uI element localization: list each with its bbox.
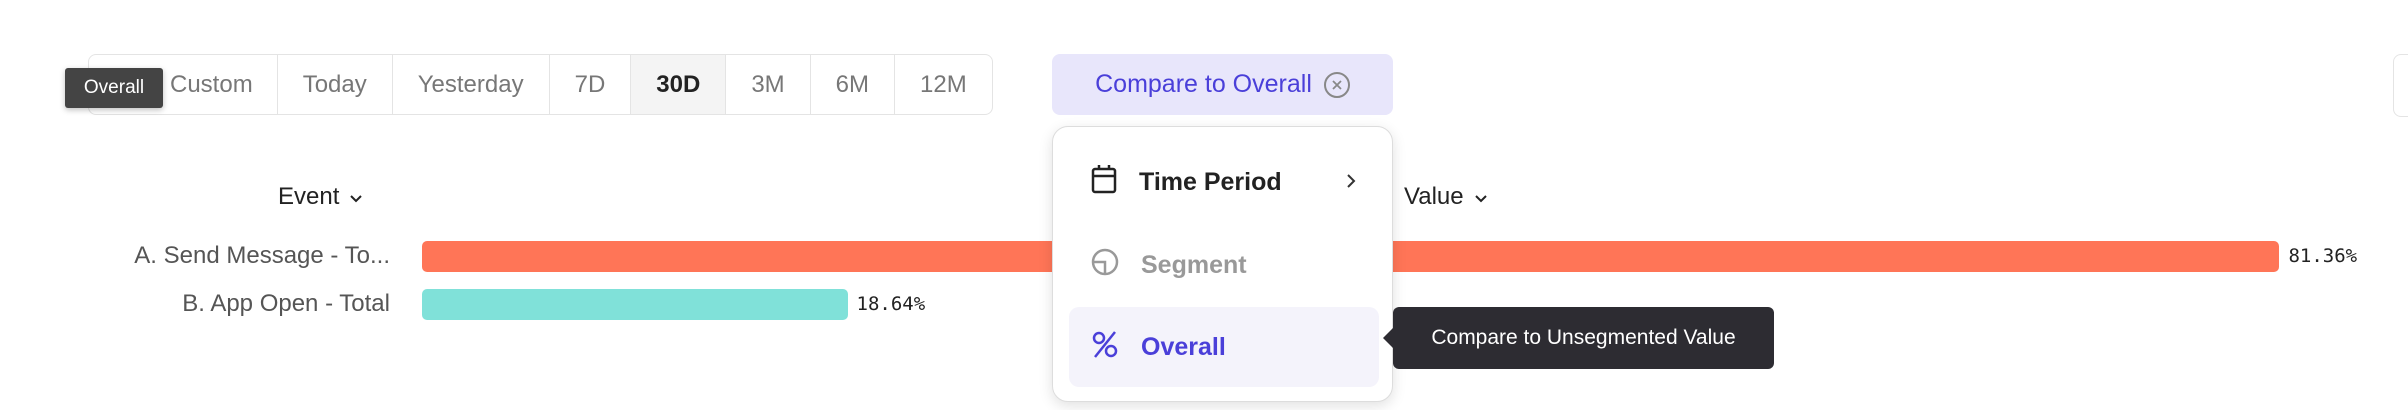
bar-app-open[interactable] — [422, 289, 848, 320]
date-option-6m[interactable]: 6M — [811, 55, 895, 114]
menu-item-overall[interactable]: Overall — [1069, 307, 1379, 387]
date-option-today[interactable]: Today — [278, 55, 393, 114]
bar-value-label: 18.64% — [856, 293, 926, 315]
toolbar-button-partial[interactable] — [2393, 54, 2408, 117]
value-column-header[interactable]: Value — [1404, 183, 1488, 211]
date-option-30d[interactable]: 30D — [631, 55, 727, 114]
percent-icon — [1091, 329, 1119, 366]
bar-value-label: 81.36% — [2288, 245, 2358, 267]
menu-item-segment: Segment — [1069, 225, 1379, 305]
compare-menu: Time Period Segment Overall — [1052, 126, 1393, 402]
date-range-control: Custom Today Yesterday 7D 30D 3M 6M 12M — [88, 54, 993, 115]
date-option-yesterday[interactable]: Yesterday — [393, 55, 550, 114]
menu-item-time-period[interactable]: Time Period — [1069, 142, 1379, 222]
overall-tooltip: Overall — [65, 68, 163, 108]
date-option-12m[interactable]: 12M — [920, 70, 967, 98]
segment-pie-icon — [1091, 247, 1119, 284]
date-option-custom[interactable]: Custom — [89, 55, 278, 114]
row-label: B. App Open - Total — [182, 290, 390, 317]
compare-to-overall-button[interactable]: Compare to Overall — [1052, 54, 1393, 115]
overall-description-tooltip: Compare to Unsegmented Value — [1383, 307, 1774, 369]
calendar-icon — [1091, 164, 1117, 201]
row-label: A. Send Message - To... — [134, 242, 390, 269]
event-column-header[interactable]: Event — [278, 183, 363, 211]
chevron-right-icon — [1345, 166, 1357, 203]
chevron-down-icon — [1474, 183, 1488, 211]
compare-label: Compare to Overall — [1095, 70, 1312, 98]
date-option-3m[interactable]: 3M — [726, 55, 811, 114]
clear-compare-icon[interactable] — [1323, 71, 1350, 98]
chevron-down-icon — [349, 183, 363, 211]
date-option-7d[interactable]: 7D — [550, 55, 632, 114]
